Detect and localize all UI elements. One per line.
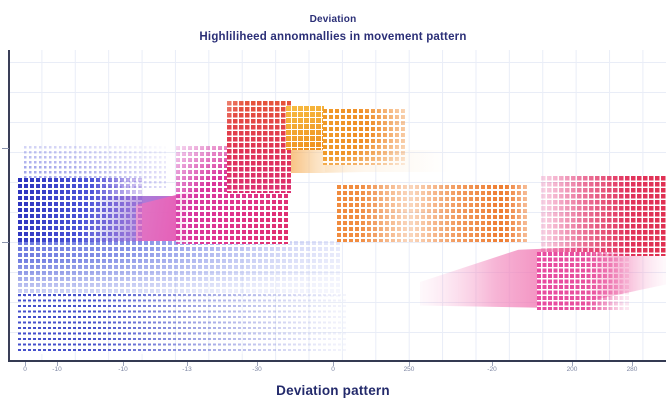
- ribbon-segment-blue-dashed-rows: [18, 294, 348, 354]
- x-axis-tick: [257, 362, 258, 366]
- ribbon-segment-orange-block: [286, 106, 324, 150]
- x-axis-tick: [632, 362, 633, 366]
- x-axis-tick: [123, 362, 124, 366]
- x-axis-tick: [333, 362, 334, 366]
- ribbon-segment-crimson-right: [541, 176, 666, 256]
- ribbon-segment-magenta-ribbon-patch: [537, 252, 629, 310]
- x-axis-tick: [25, 362, 26, 366]
- chart-subtitle: Highliliheed annomnallies in movement pa…: [199, 31, 467, 43]
- ribbon-segment-crimson-peak: [227, 101, 291, 193]
- x-tick-label: -10: [118, 366, 128, 373]
- ribbon-segment-orange-halftone-mid: [337, 185, 527, 242]
- x-tick-label: -10: [52, 366, 62, 373]
- x-axis-title: Deviation pattern: [276, 383, 390, 398]
- y-axis-tick: [2, 148, 9, 149]
- x-axis-line: [8, 360, 666, 362]
- x-axis-tick: [187, 362, 188, 366]
- x-axis-tick: [409, 362, 410, 366]
- x-tick-label: 0: [331, 366, 335, 373]
- x-tick-label: -20: [487, 366, 497, 373]
- ribbon-segment-blue-fade: [18, 241, 342, 297]
- x-axis-tick: [57, 362, 58, 366]
- x-tick-label: 250: [403, 366, 415, 373]
- x-axis-tick: [572, 362, 573, 366]
- x-tick-label: -13: [182, 366, 192, 373]
- x-tick-label: 280: [626, 366, 638, 373]
- x-tick-label: 0: [23, 366, 27, 373]
- chart-header: Deviation Highliliheed annomnallies in m…: [0, 14, 666, 43]
- x-tick-label: -30: [252, 366, 262, 373]
- x-axis-tick: [492, 362, 493, 366]
- x-tick-label: 200: [566, 366, 578, 373]
- y-axis-line: [8, 50, 10, 362]
- ribbon-segment-blue-dense: [18, 178, 142, 242]
- ribbon-segment-orange-halftone-top: [323, 109, 405, 165]
- y-axis-tick: [2, 242, 9, 243]
- chart-title: Deviation: [309, 14, 357, 25]
